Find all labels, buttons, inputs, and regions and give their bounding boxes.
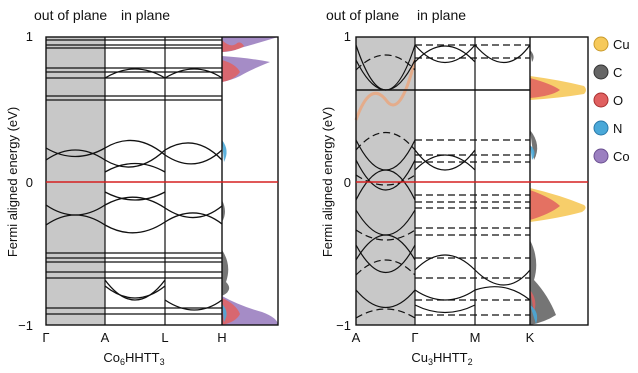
panel-right-header-out-of-plane: out of plane bbox=[326, 7, 399, 23]
panel-left-ylabel: Fermi aligned energy (eV) bbox=[5, 107, 20, 257]
panel-left-kpoint-a: A bbox=[101, 330, 110, 345]
legend-swatch-o bbox=[593, 92, 609, 108]
legend-label-c: C bbox=[613, 65, 622, 80]
panel-right-header-in-plane: in plane bbox=[417, 7, 466, 23]
legend-swatch-n bbox=[593, 120, 609, 136]
legend-label-n: N bbox=[613, 121, 622, 136]
legend-label-o: O bbox=[613, 93, 623, 108]
panel-right-ytick-mid: 0 bbox=[344, 175, 351, 190]
legend-swatch-co bbox=[593, 148, 609, 164]
panel-left-shaded-region bbox=[46, 37, 105, 325]
panel-left-ytick-top: 1 bbox=[26, 29, 33, 44]
panel-left: out of plane in plane Fermi aligned ener… bbox=[5, 7, 279, 367]
panel-right-ytick-top: 1 bbox=[344, 29, 351, 44]
legend: Cu C O N Co bbox=[593, 36, 630, 164]
legend-swatch-c bbox=[593, 64, 609, 80]
panel-right: out of plane in plane Fermi aligned ener… bbox=[320, 7, 589, 367]
panel-right-bands-dashed bbox=[355, 44, 530, 319]
panel-left-frame bbox=[45, 36, 279, 326]
panel-right-kpoint-a: A bbox=[352, 330, 361, 345]
panel-left-kpoint-h: H bbox=[217, 330, 226, 345]
legend-label-co: Co bbox=[613, 149, 630, 164]
panel-left-kpoint-l: L bbox=[161, 330, 168, 345]
panel-right-shaded-region bbox=[356, 37, 415, 325]
panel-right-ytick-bottom: −1 bbox=[336, 318, 351, 333]
panel-left-dos bbox=[222, 37, 278, 325]
panel-right-highlight-band bbox=[354, 59, 417, 121]
legend-label-cu: Cu bbox=[613, 37, 630, 52]
panel-right-dos bbox=[530, 50, 586, 325]
panel-left-ytick-bottom: −1 bbox=[18, 318, 33, 333]
panel-left-ytick-mid: 0 bbox=[26, 175, 33, 190]
legend-swatch-cu bbox=[593, 36, 609, 52]
panel-right-material-label: Cu3HHTT2 bbox=[411, 350, 472, 367]
legend-item-n: N bbox=[593, 120, 622, 136]
panel-left-kpoint-gamma: Γ bbox=[42, 330, 49, 345]
legend-item-cu: Cu bbox=[593, 36, 630, 52]
legend-item-c: C bbox=[593, 64, 622, 80]
panel-right-ylabel: Fermi aligned energy (eV) bbox=[320, 107, 335, 257]
panel-left-bands bbox=[45, 39, 223, 315]
panel-left-header-in-plane: in plane bbox=[121, 7, 170, 23]
panel-right-kpoint-m: M bbox=[470, 330, 481, 345]
panel-left-header-out-of-plane: out of plane bbox=[34, 7, 107, 23]
panel-right-kpoint-gamma: Γ bbox=[411, 330, 418, 345]
panel-right-kpoint-k: K bbox=[526, 330, 535, 345]
panel-right-frame bbox=[355, 36, 589, 326]
legend-item-o: O bbox=[593, 92, 623, 108]
legend-item-co: Co bbox=[593, 148, 630, 164]
panel-left-material-label: Co6HHTT3 bbox=[103, 350, 164, 367]
